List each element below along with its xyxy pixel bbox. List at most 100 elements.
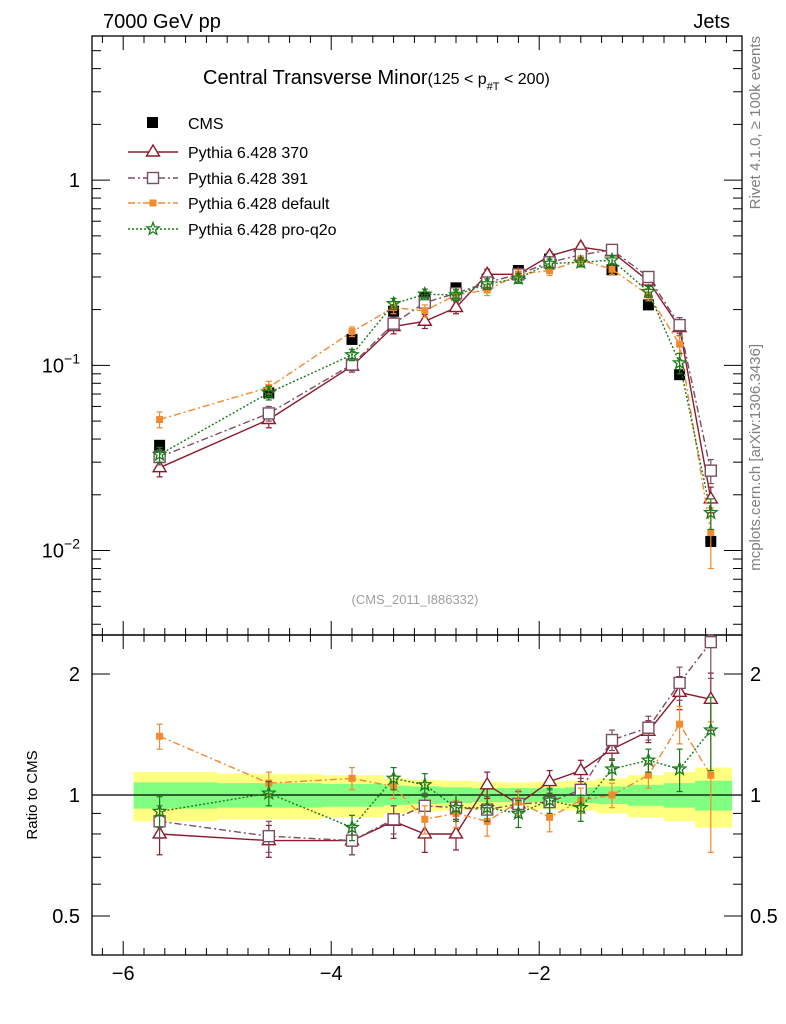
- ratio-point: [673, 676, 686, 690]
- ratio-series-line: [159, 729, 712, 829]
- ratio-point: [156, 732, 164, 740]
- data-point: [151, 459, 168, 473]
- ratio-series-pythia-6-428-pro-q2o: [151, 696, 719, 842]
- ratio-point: [704, 635, 717, 649]
- ratio-ytick-label: 1: [69, 785, 80, 807]
- legend-label-391: Pythia 6.428 391: [188, 171, 308, 188]
- ratio-point: [448, 825, 464, 839]
- ratio-point: [541, 773, 558, 787]
- main-ytick-exp: −1: [64, 350, 80, 366]
- data-point: [346, 333, 358, 345]
- ratio-point: [387, 813, 400, 826]
- main-ytick-exp: −2: [64, 536, 80, 552]
- ratio-point: [707, 771, 715, 779]
- mcplots-label: mcplots.cern.ch [arXiv:1306.3436]: [747, 344, 764, 571]
- data-point: [676, 340, 684, 348]
- ratio-point: [448, 799, 464, 815]
- data-point: [479, 275, 496, 291]
- ratio-point: [479, 776, 495, 790]
- ratio-point: [644, 771, 652, 779]
- data-point: [704, 464, 717, 477]
- ratio-series-layer: [151, 634, 719, 858]
- series-pythia-6-428-default: [156, 255, 715, 570]
- ratio-ytick-label: 2: [69, 664, 80, 686]
- data-point: [702, 504, 719, 520]
- ratio-panel: 0.5 0.5 1 1 2 2 −6 −4 −2 Ratio to CMS: [24, 634, 778, 985]
- main-panel: 10−210−11 Central Transverse Minor(125 <…: [42, 35, 743, 636]
- main-ytick-base: 10: [42, 355, 64, 377]
- ratio-ytick-label: 0.5: [52, 906, 80, 928]
- ratio-point: [151, 803, 168, 819]
- main-ytick-label: 10−2: [42, 536, 80, 563]
- ratio-point: [573, 762, 589, 776]
- legend-marker-proq2o: [145, 220, 161, 236]
- ratio-point: [640, 751, 657, 768]
- data-point: [417, 312, 433, 326]
- ratio-xtick-label: −4: [320, 963, 343, 985]
- analysis-label: (CMS_2011_I886332): [352, 592, 479, 607]
- data-point: [348, 328, 356, 336]
- ratio-ylabel: Ratio to CMS: [24, 750, 41, 839]
- ratio-ytick-label-right: 1: [750, 785, 761, 807]
- data-point: [151, 446, 168, 462]
- ratio-point: [546, 813, 554, 821]
- data-point: [387, 317, 400, 330]
- series-line: [159, 246, 712, 500]
- ratio-point: [416, 776, 433, 792]
- legend: CMS Pythia 6.428 370 Pythia 6.428 391 Py…: [128, 116, 337, 239]
- ratio-point: [385, 769, 402, 786]
- ratio-series-line: [159, 641, 712, 842]
- series-line: [159, 249, 712, 471]
- data-point: [541, 255, 558, 271]
- ratio-point: [572, 799, 589, 815]
- ratio-point: [260, 784, 277, 801]
- ratio-series-pythia-6-428-391: [153, 634, 717, 856]
- data-point: [546, 267, 554, 275]
- data-point: [154, 439, 166, 451]
- series-pythia-6-428-pro-q2o: [151, 251, 719, 531]
- legend-marker-391: [146, 171, 160, 185]
- ratio-point: [642, 721, 655, 734]
- data-point: [260, 384, 277, 400]
- data-point: [510, 269, 527, 286]
- data-point: [385, 295, 402, 311]
- main-ytick-base: 10: [42, 541, 64, 563]
- series-pythia-6-428-370: [151, 238, 719, 514]
- data-point: [673, 318, 686, 332]
- data-point: [483, 286, 491, 294]
- ratio-point: [421, 815, 429, 823]
- data-point: [262, 407, 275, 420]
- chart-title-sub: #T: [487, 81, 500, 93]
- ratio-axis-ticks: 0.5 0.5 1 1 2 2 −6 −4 −2: [52, 635, 778, 985]
- legend-label-default: Pythia 6.428 default: [188, 196, 330, 213]
- ratio-point: [262, 829, 275, 843]
- legend-label-370: Pythia 6.428 370: [188, 145, 308, 162]
- ratio-point: [702, 721, 719, 737]
- data-point: [421, 307, 429, 315]
- data-point: [448, 299, 464, 313]
- ratio-point: [510, 805, 527, 821]
- main-ytick-label: 1: [69, 170, 80, 192]
- rivet-label: Rivet 4.1.0, ≥ 100k events: [747, 36, 764, 209]
- energy-label: 7000 GeV pp: [103, 11, 221, 33]
- ratio-point: [348, 774, 356, 782]
- ratio-series-line: [159, 722, 712, 823]
- process-label: Jets: [693, 11, 730, 33]
- data-point: [448, 286, 464, 302]
- data-point: [608, 265, 616, 273]
- chart-title: Central Transverse Minor(125 < p#T < 200…: [203, 67, 550, 93]
- data-point: [640, 283, 657, 299]
- main-ytick-base: 1: [69, 170, 80, 192]
- data-point: [707, 529, 715, 537]
- data-point: [572, 253, 589, 270]
- ratio-point: [479, 799, 496, 815]
- data-point: [674, 369, 686, 381]
- ratio-xtick-label: −2: [528, 963, 551, 985]
- ratio-point: [676, 720, 684, 728]
- legend-label-cms: CMS: [188, 116, 224, 133]
- ratio-point: [671, 760, 688, 776]
- chart-title-cut-end: < 200): [500, 71, 550, 88]
- main-axis-ticks: 10−210−11: [42, 35, 742, 635]
- ratio-ytick-label-right: 0.5: [750, 906, 778, 928]
